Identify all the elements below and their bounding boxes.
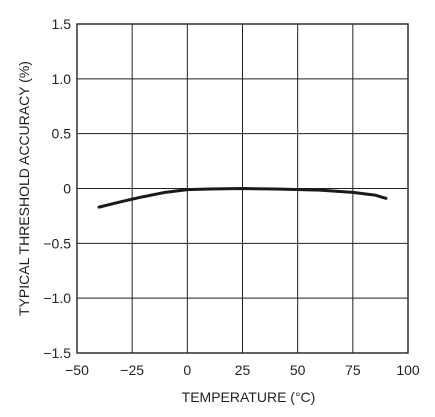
y-axis-label: TYPICAL THRESHOLD ACCURACY (%) [16, 61, 32, 316]
x-axis-label: TEMPERATURE (°C) [182, 389, 316, 405]
plot-frame [76, 23, 409, 354]
y-tick-label: 1.5 [52, 16, 72, 32]
x-tick-label: 100 [396, 362, 420, 378]
x-tick-label: 25 [235, 362, 251, 378]
x-tick-label: 75 [345, 362, 361, 378]
y-tick-labels: 1.5 1.0 0.5 0 −0.5 −1.0 −1.5 [43, 16, 71, 361]
series-layer [97, 187, 388, 209]
x-tick-labels: −50 −25 0 25 50 75 100 [65, 362, 420, 378]
series-line-0 [97, 187, 388, 209]
x-tick-label: −50 [65, 362, 89, 378]
x-tick-label: 50 [290, 362, 306, 378]
x-tick-label: 0 [183, 362, 191, 378]
y-tick-label: −1.0 [43, 290, 71, 306]
x-tick-label: −25 [120, 362, 144, 378]
y-tick-label: 0.5 [52, 126, 72, 142]
y-tick-label: 0 [63, 181, 71, 197]
y-tick-label: 1.0 [52, 71, 72, 87]
y-tick-label: −0.5 [43, 235, 71, 251]
y-tick-label: −1.5 [43, 345, 71, 361]
